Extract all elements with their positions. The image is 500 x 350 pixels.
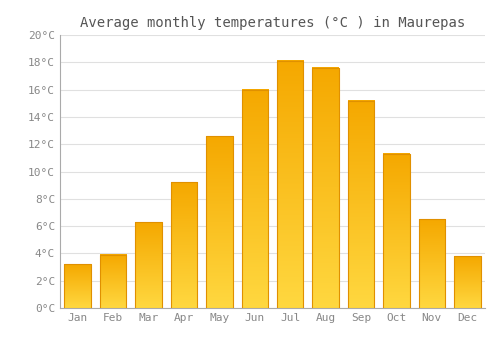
Title: Average monthly temperatures (°C ) in Maurepas: Average monthly temperatures (°C ) in Ma…	[80, 16, 465, 30]
